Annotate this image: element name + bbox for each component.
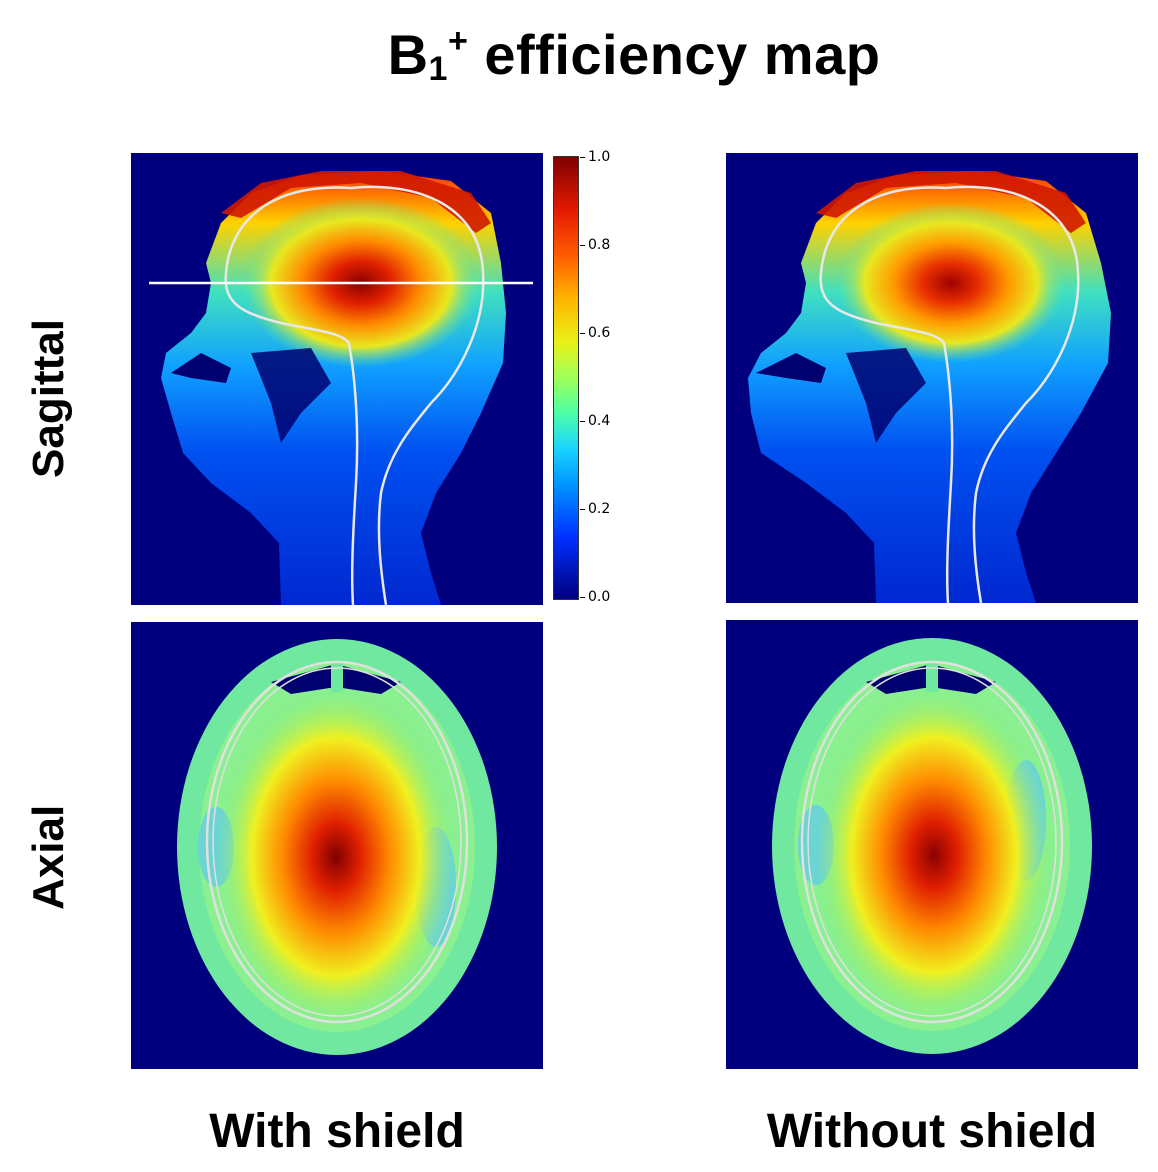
colorbar-tick-label: 0.8 (579, 237, 611, 253)
column-label-with-shield: With shield (209, 1105, 465, 1158)
axial-without-shield-map (726, 620, 1138, 1069)
colorbar-tick-label: 0.0 (579, 589, 611, 605)
row-label-axial: Axial (24, 804, 73, 910)
row-label-sagittal: Sagittal (24, 319, 73, 478)
colorbar-tick-label: 1.0 (579, 149, 611, 165)
figure-title: B1+ efficiency map (387, 22, 881, 88)
colorbar-tick-label: 0.2 (579, 501, 611, 517)
sagittal-with-shield-map (131, 153, 543, 605)
column-label-without-shield: Without shield (766, 1105, 1098, 1158)
colorbar (553, 156, 579, 600)
sagittal-without-shield-map (726, 153, 1138, 603)
axial-with-shield-map (131, 622, 543, 1069)
colorbar-tick-label: 0.6 (579, 325, 611, 341)
colorbar-tick-label: 0.4 (579, 413, 611, 429)
